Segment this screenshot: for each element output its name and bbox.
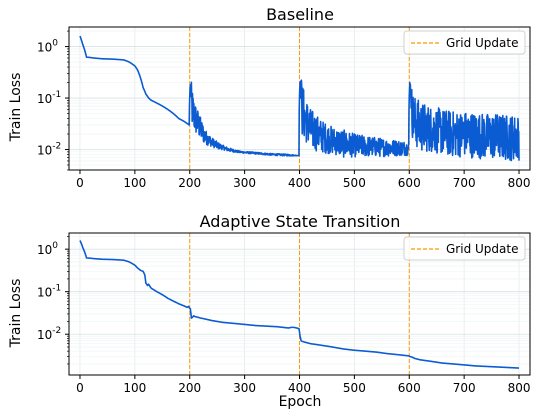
legend-label-grid-update: Grid Update <box>446 36 518 50</box>
x-tick-label: 500 <box>343 381 366 395</box>
y-axis-ticks: 100 10-1 10-2 <box>37 236 69 365</box>
x-tick-label: 800 <box>508 176 531 190</box>
x-tick-label: 200 <box>178 176 201 190</box>
x-tick-label: 100 <box>123 176 146 190</box>
legend: Grid Update <box>403 30 526 55</box>
series-lines <box>79 35 520 162</box>
x-tick-label: 300 <box>233 381 256 395</box>
x-tick-label: 300 <box>233 176 256 190</box>
x-tick-label: 400 <box>288 176 311 190</box>
chart-title: Adaptive State Transition <box>200 212 401 231</box>
chart-title: Baseline <box>266 5 334 24</box>
x-tick-label: 0 <box>76 381 84 395</box>
y-tick-label: 10-2 <box>37 326 61 342</box>
x-axis-ticks: 0 100 200 300 400 500 600 700 800 <box>76 375 530 395</box>
y-axis-label: Train Loss <box>8 279 24 349</box>
x-axis-label: Epoch <box>279 394 322 410</box>
x-tick-label: 200 <box>178 381 201 395</box>
legend: Grid Update <box>403 236 526 261</box>
x-tick-label: 700 <box>453 176 476 190</box>
y-tick-label: 10-1 <box>37 90 61 106</box>
series-line-train-loss <box>79 35 520 162</box>
x-tick-label: 500 <box>343 176 366 190</box>
x-tick-label: 600 <box>398 381 421 395</box>
legend-label-grid-update: Grid Update <box>446 242 518 256</box>
legend-box <box>403 30 526 55</box>
series-line-train-loss <box>79 240 520 369</box>
x-tick-label: 400 <box>288 381 311 395</box>
y-tick-label: 100 <box>37 39 58 55</box>
x-tick-label: 800 <box>508 381 531 395</box>
series-lines <box>79 240 520 369</box>
y-tick-label: 10-1 <box>37 284 61 300</box>
x-tick-label: 600 <box>398 176 421 190</box>
x-axis-ticks: 0 100 200 300 400 500 600 700 800 <box>76 170 530 190</box>
x-tick-label: 0 <box>76 176 84 190</box>
x-tick-label: 700 <box>453 381 476 395</box>
y-axis-ticks: 100 10-1 10-2 <box>37 30 69 171</box>
x-tick-label: 100 <box>123 381 146 395</box>
y-axis-label: Train Loss <box>8 73 24 143</box>
y-tick-label: 10-2 <box>37 142 61 158</box>
legend-box <box>403 236 526 261</box>
y-tick-label: 100 <box>37 241 58 257</box>
panel-adaptive-state-transition: Adaptive State Transition Train Loss 0 10… <box>8 212 531 410</box>
panel-baseline: Baseline Train Loss 0 100 200 300 400 500 600 7… <box>8 5 531 190</box>
